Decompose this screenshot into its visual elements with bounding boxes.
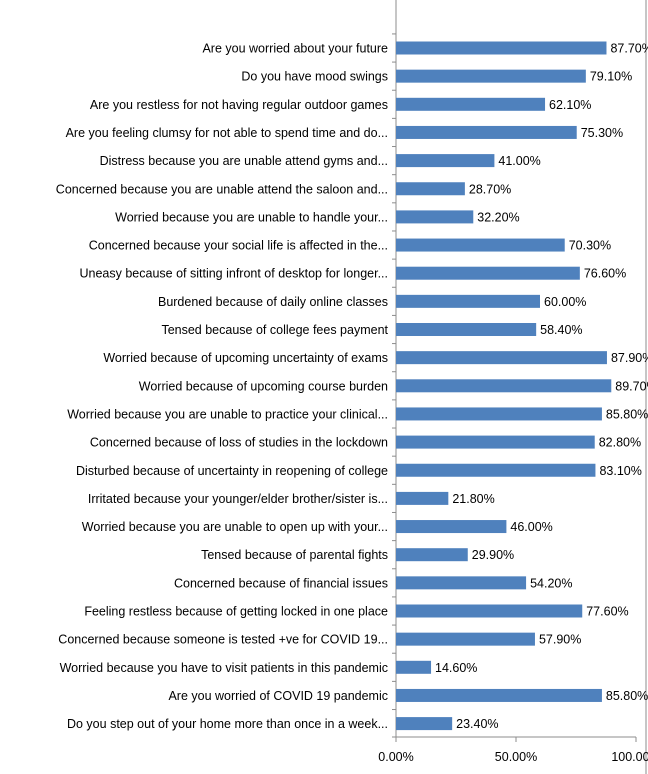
- bar: [396, 125, 577, 139]
- bar: [396, 97, 546, 111]
- x-tick-label: 0.00%: [378, 750, 413, 764]
- bar: [396, 688, 602, 702]
- category-label: Worried because you are unable to open u…: [82, 520, 388, 534]
- value-label: 57.90%: [539, 633, 581, 647]
- value-label: 23.40%: [456, 717, 498, 731]
- category-label: Do you step out of your home more than o…: [67, 717, 388, 731]
- bar: [396, 463, 596, 477]
- value-label: 75.30%: [581, 126, 623, 140]
- category-label: Worried because you are unable to handle…: [115, 210, 388, 224]
- category-label: Are you restless for not having regular …: [90, 98, 388, 112]
- bar: [396, 379, 612, 393]
- value-label: 87.70%: [610, 42, 648, 56]
- category-label: Are you feeling clumsy for not able to s…: [66, 126, 388, 140]
- value-label: 85.80%: [606, 407, 648, 421]
- category-label: Concerned because of loss of studies in …: [90, 436, 388, 450]
- category-label: Burdened because of daily online classes: [158, 295, 388, 309]
- bar: [396, 69, 586, 83]
- value-label: 89.70%: [615, 379, 648, 393]
- value-label: 85.80%: [606, 689, 648, 703]
- bar: [396, 491, 449, 505]
- bar: [396, 548, 468, 562]
- value-label: 77.60%: [586, 605, 628, 619]
- category-label: Worried because you have to visit patien…: [60, 661, 388, 675]
- value-label: 83.10%: [599, 464, 641, 478]
- category-label: Worried because of upcoming uncertainty …: [103, 351, 388, 365]
- value-label: 82.80%: [599, 436, 641, 450]
- x-tick-label: 100.00%: [611, 750, 648, 764]
- category-label: Irritated because your younger/elder bro…: [88, 492, 388, 506]
- category-label: Disturbed because of uncertainty in reop…: [76, 464, 388, 478]
- bar: [396, 266, 580, 280]
- category-label: Worried because you are unable to practi…: [67, 407, 388, 421]
- bar: [396, 660, 432, 674]
- bar: [396, 407, 602, 421]
- bar: [396, 351, 607, 365]
- value-label: 70.30%: [569, 239, 611, 253]
- bar: [396, 294, 540, 308]
- value-label: 54.20%: [530, 576, 572, 590]
- bar: [396, 238, 565, 252]
- bar: [396, 520, 507, 534]
- value-label: 32.20%: [477, 210, 519, 224]
- bar: [396, 154, 495, 168]
- category-label: Feeling restless because of getting lock…: [84, 605, 388, 619]
- value-label: 76.60%: [584, 267, 626, 281]
- bar: [396, 182, 465, 196]
- value-label: 60.00%: [544, 295, 586, 309]
- category-label: Concerned because you are unable attend …: [56, 182, 388, 196]
- bar: [396, 632, 535, 646]
- value-label: 79.10%: [590, 70, 632, 84]
- bar: [396, 210, 474, 224]
- value-label: 58.40%: [540, 323, 582, 337]
- value-label: 29.90%: [472, 548, 514, 562]
- category-label: Are you worried about your future: [202, 42, 388, 56]
- bar: [396, 323, 537, 336]
- value-label: 87.90%: [611, 351, 648, 365]
- category-label: Concerned because of financial issues: [174, 576, 388, 590]
- category-label: Uneasy because of sitting infront of des…: [79, 267, 388, 281]
- value-label: 41.00%: [498, 154, 540, 168]
- category-label: Are you worried of COVID 19 pandemic: [168, 689, 388, 703]
- bar: [396, 435, 595, 449]
- category-label: Do you have mood swings: [241, 70, 388, 84]
- category-label: Distress because you are unable attend g…: [100, 154, 388, 168]
- category-label: Concerned because your social life is af…: [89, 239, 388, 253]
- x-tick-label: 50.00%: [495, 750, 537, 764]
- category-label: Tensed because of parental fights: [201, 548, 388, 562]
- category-label: Worried because of upcoming course burde…: [139, 379, 388, 393]
- value-label: 28.70%: [469, 182, 511, 196]
- bar: [396, 604, 583, 618]
- value-label: 14.60%: [435, 661, 477, 675]
- value-label: 46.00%: [510, 520, 552, 534]
- bar: [396, 717, 453, 731]
- bar: [396, 576, 527, 590]
- category-label: Tensed because of college fees payment: [161, 323, 388, 337]
- bar: [396, 41, 607, 55]
- category-label: Concerned because someone is tested +ve …: [58, 633, 388, 647]
- value-label: 21.80%: [452, 492, 494, 506]
- value-label: 62.10%: [549, 98, 591, 112]
